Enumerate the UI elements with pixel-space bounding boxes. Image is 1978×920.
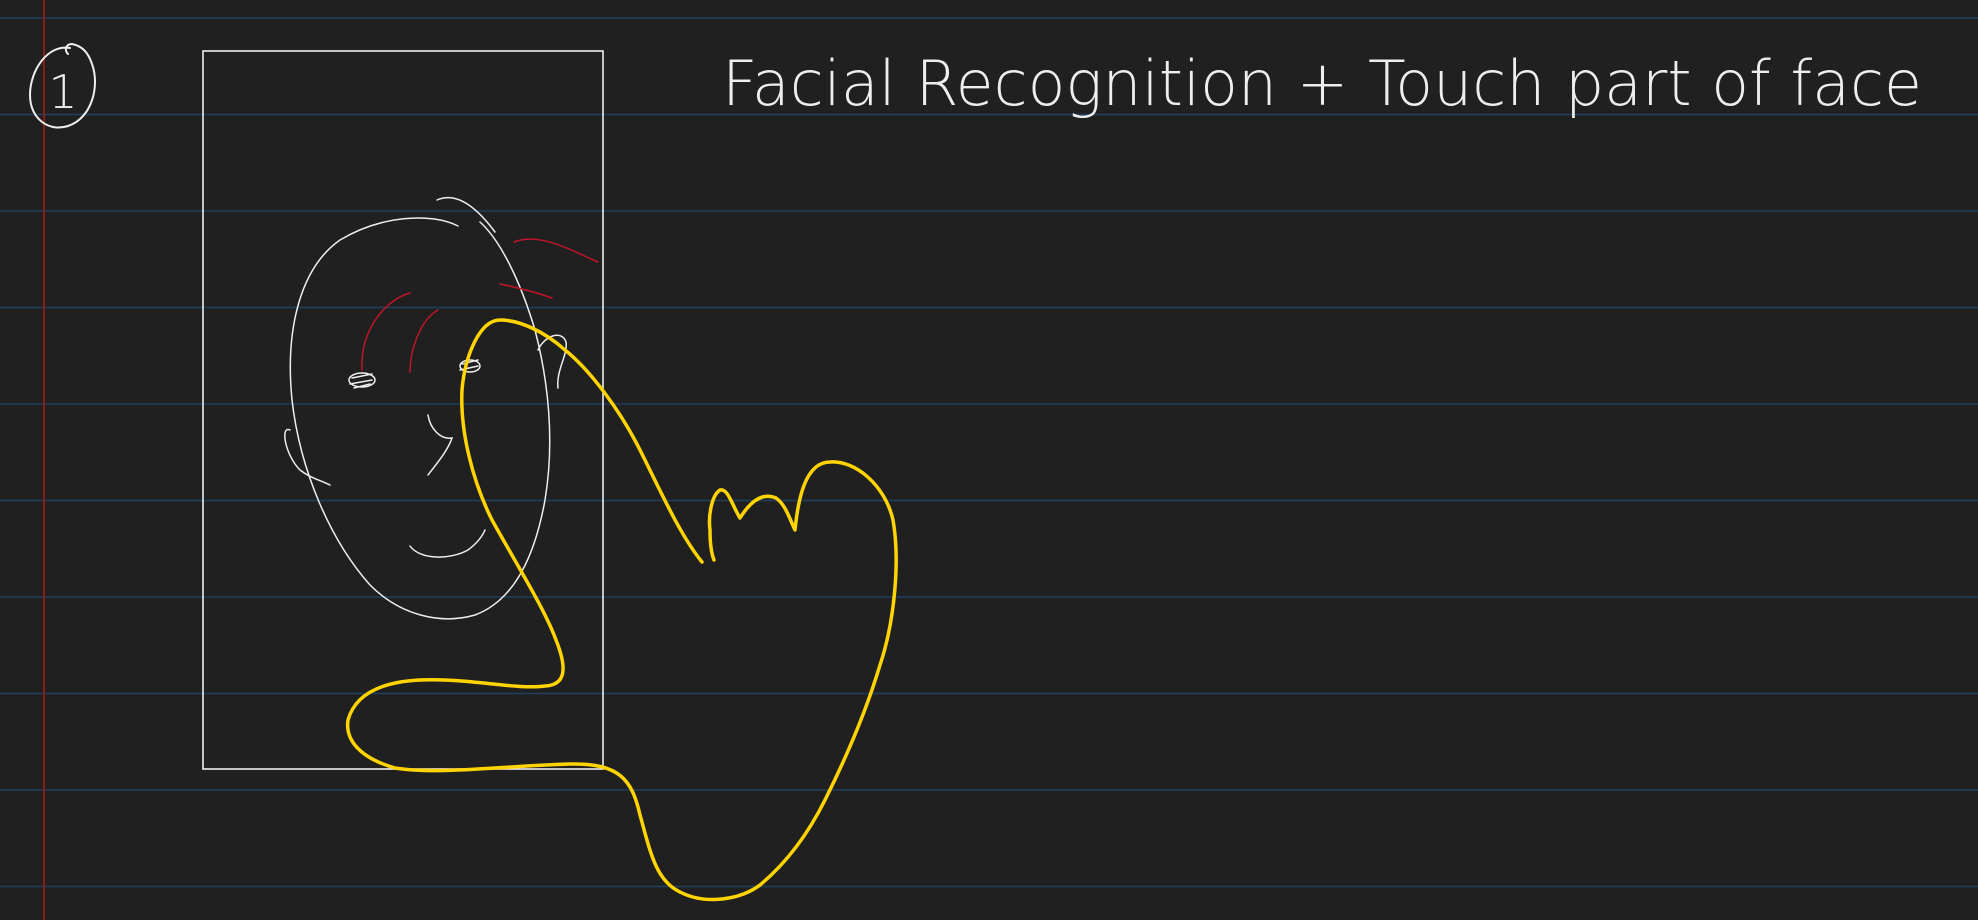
red-mark-2 [409,309,439,373]
right-eye [459,359,481,373]
red-mark-3 [513,238,599,263]
left-eye [348,372,376,388]
right-ear [537,334,567,389]
mouth [409,529,486,558]
left-ear [284,428,331,486]
note-number: 1 [48,65,77,119]
face-doodle-icon [284,196,599,620]
hand-touch-icon [345,318,898,902]
left-eye-scribble [349,373,373,389]
phone-frame [202,50,604,770]
ruled-lines [0,17,1978,888]
note-number-badge: 1 [28,42,96,129]
nose [427,414,454,476]
head-outline [289,217,551,620]
hair-tuft [436,196,496,233]
red-mark-1 [361,292,411,371]
note-title: Facial Recognition + Touch part of face [722,47,1922,120]
right-eye-scribble [459,359,479,371]
red-mark-4 [499,283,553,299]
number-circle [28,42,96,129]
